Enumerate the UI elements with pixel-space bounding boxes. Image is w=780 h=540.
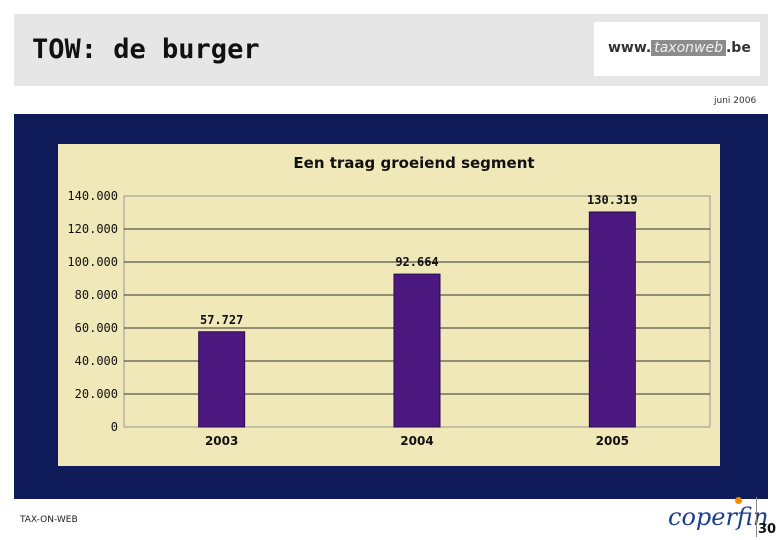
y-tick-label: 40.000 xyxy=(75,354,118,368)
chart-panel: Een traag groeiend segment 0 20.000 40.000 6… xyxy=(14,114,768,499)
y-tick-label: 0 xyxy=(111,420,118,434)
page-divider xyxy=(756,497,757,537)
logo-middle: taxonweb xyxy=(651,40,726,56)
page-number: 30 xyxy=(758,522,777,537)
data-label: 130.319 xyxy=(587,193,638,207)
y-tick-label: 120.000 xyxy=(67,222,118,236)
logo-text: www. taxonweb .be xyxy=(608,40,751,56)
slide-header: TOW: de burger www. taxonweb .be xyxy=(14,14,768,86)
x-tick-label: 2005 xyxy=(596,434,629,448)
chart-title: Een traag groeiend segment xyxy=(293,154,534,172)
logo-suffix: .be xyxy=(725,40,751,56)
logo-dot-icon xyxy=(735,497,742,504)
y-tick-label: 100.000 xyxy=(67,255,118,269)
bar xyxy=(198,331,246,428)
y-tick-label: 140.000 xyxy=(67,189,118,203)
slide-date: juni 2006 xyxy=(714,96,757,106)
y-tick-label: 20.000 xyxy=(75,387,118,401)
data-label: 57.727 xyxy=(200,313,243,327)
data-label: 92.664 xyxy=(395,255,438,269)
footer-label: TAX-ON-WEB xyxy=(20,515,78,525)
logo-prefix: www. xyxy=(608,40,652,56)
coperfin-logo: coperfin xyxy=(668,503,769,531)
bar-chart: Een traag groeiend segment 0 20.000 40.000 6… xyxy=(67,154,711,448)
y-tick-label: 60.000 xyxy=(75,321,118,335)
y-tick-label: 80.000 xyxy=(75,288,118,302)
page-title: TOW: de burger xyxy=(32,34,260,65)
bar xyxy=(393,273,441,428)
x-tick-label: 2004 xyxy=(400,434,433,448)
bar xyxy=(588,211,636,428)
x-tick-label: 2003 xyxy=(205,434,238,448)
taxonweb-logo: www. taxonweb .be xyxy=(594,22,760,76)
chart-area: Een traag groeiend segment 0 20.000 40.000 6… xyxy=(58,144,720,466)
